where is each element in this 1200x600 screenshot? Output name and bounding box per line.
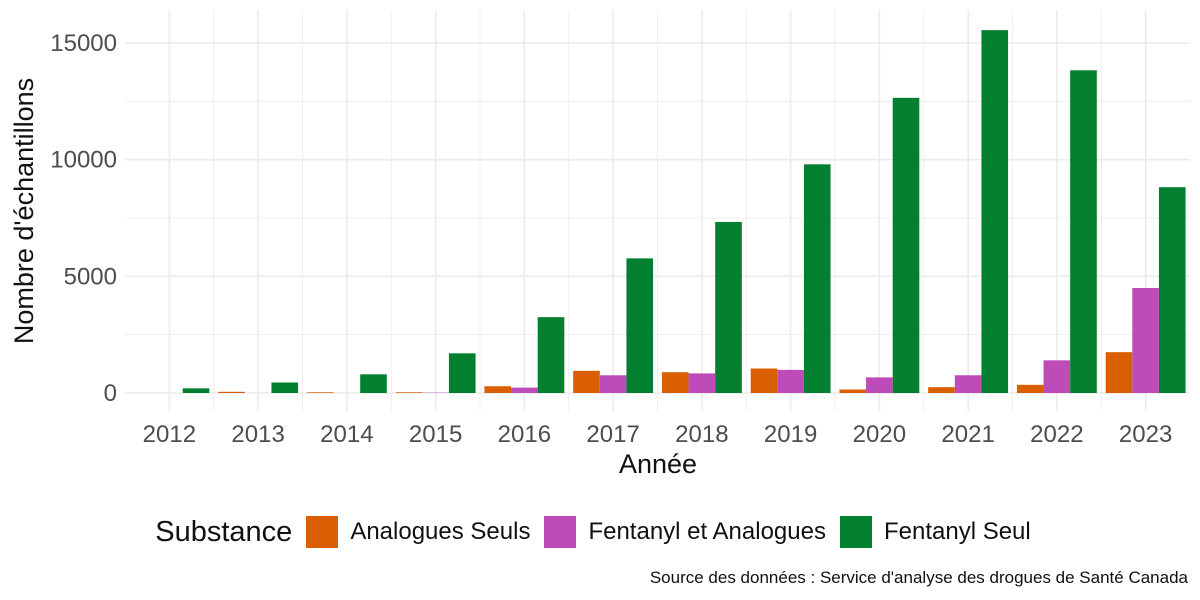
bar-2020-series-1: [866, 377, 893, 393]
bar-2019-series-2: [803, 164, 831, 393]
bar-chart: 0 5000 10000 15000 2012 2013 2014 2015 2016 2017…: [9, 10, 1190, 479]
legend-swatch-fentanyl-et-analogues: [544, 516, 577, 548]
y-tick-label: 0: [104, 380, 117, 407]
bar-2020-series-2: [892, 97, 920, 393]
legend-item-fentanyl-seul: Fentanyl Seul: [839, 516, 1031, 548]
bar-2013-series-2: [271, 382, 299, 393]
bar-2022-series-0: [1016, 384, 1044, 393]
legend-swatch-analogues-seuls: [306, 516, 339, 548]
bar-2023-series-2: [1158, 187, 1186, 393]
x-tick-label: 2018: [675, 421, 728, 448]
bar-2016-series-2: [537, 317, 565, 393]
x-tick-label: 2012: [143, 421, 196, 448]
x-tick-label: 2020: [853, 421, 906, 448]
gridlines: [125, 10, 1190, 411]
y-tick-labels: 0 5000 10000 15000: [50, 30, 117, 407]
x-tick-label: 2014: [320, 421, 373, 448]
legend-item-analogues-seuls: Analogues Seuls: [306, 516, 530, 548]
bar-2014-series-2: [360, 374, 387, 393]
bar-2012-series-2: [182, 388, 210, 393]
bar-2014-series-0: [306, 392, 334, 393]
legend-label-fentanyl-et-analogues: Fentanyl et Analogues: [588, 518, 826, 545]
bar-2022-series-1: [1043, 360, 1071, 393]
y-tick-label: 5000: [64, 263, 117, 290]
x-tick-label: 2022: [1030, 421, 1083, 448]
bar-2021-series-0: [928, 387, 955, 393]
bar-2022-series-2: [1070, 70, 1097, 394]
x-tick-label: 2016: [498, 421, 551, 448]
bar-2015-series-2: [448, 353, 476, 393]
legend-label-analogues-seuls: Analogues Seuls: [350, 518, 531, 545]
bar-2021-series-2: [981, 30, 1009, 394]
bar-2016-series-1: [511, 387, 538, 393]
bar-2017-series-1: [599, 375, 627, 393]
legend-item-fentanyl-et-analogues: Fentanyl et Analogues: [544, 516, 826, 548]
bar-2020-series-0: [839, 389, 867, 393]
x-tick-label: 2021: [941, 421, 994, 448]
bar-2018-series-1: [688, 373, 716, 393]
bar-2013-series-0: [218, 391, 245, 393]
y-axis-title: Nombre d'échantillons: [9, 78, 39, 344]
bar-2017-series-2: [626, 258, 654, 393]
x-axis-title: Année: [619, 449, 697, 479]
legend-title: Substance: [155, 515, 293, 548]
x-tick-label: 2015: [409, 421, 462, 448]
bar-2023-series-0: [1105, 352, 1133, 393]
legend-label-fentanyl-seul: Fentanyl Seul: [883, 518, 1031, 545]
source-note: Source des données : Service d'analyse d…: [649, 568, 1188, 587]
y-tick-label: 10000: [50, 147, 117, 174]
x-tick-label: 2013: [231, 421, 284, 448]
x-tick-label: 2023: [1119, 421, 1172, 448]
x-tick-labels: 2012 2013 2014 2015 2016 2017 2018 2019 2020 2021…: [143, 421, 1173, 448]
x-tick-label: 2019: [764, 421, 817, 448]
bar-2017-series-0: [573, 370, 600, 393]
bar-2018-series-0: [661, 372, 689, 393]
bar-2018-series-2: [715, 221, 742, 393]
bar-2021-series-1: [954, 375, 982, 393]
bar-2019-series-0: [750, 368, 778, 393]
bar-2016-series-0: [484, 386, 512, 393]
x-tick-label: 2017: [586, 421, 639, 448]
legend-swatch-fentanyl-seul: [839, 516, 872, 548]
bars: [182, 30, 1186, 394]
y-tick-label: 15000: [50, 30, 117, 57]
bar-2015-series-0: [395, 392, 423, 393]
bar-2019-series-1: [777, 369, 804, 393]
bar-2023-series-1: [1132, 288, 1159, 393]
legend: Substance Analogues Seuls Fentanyl et An…: [0, 508, 1200, 556]
